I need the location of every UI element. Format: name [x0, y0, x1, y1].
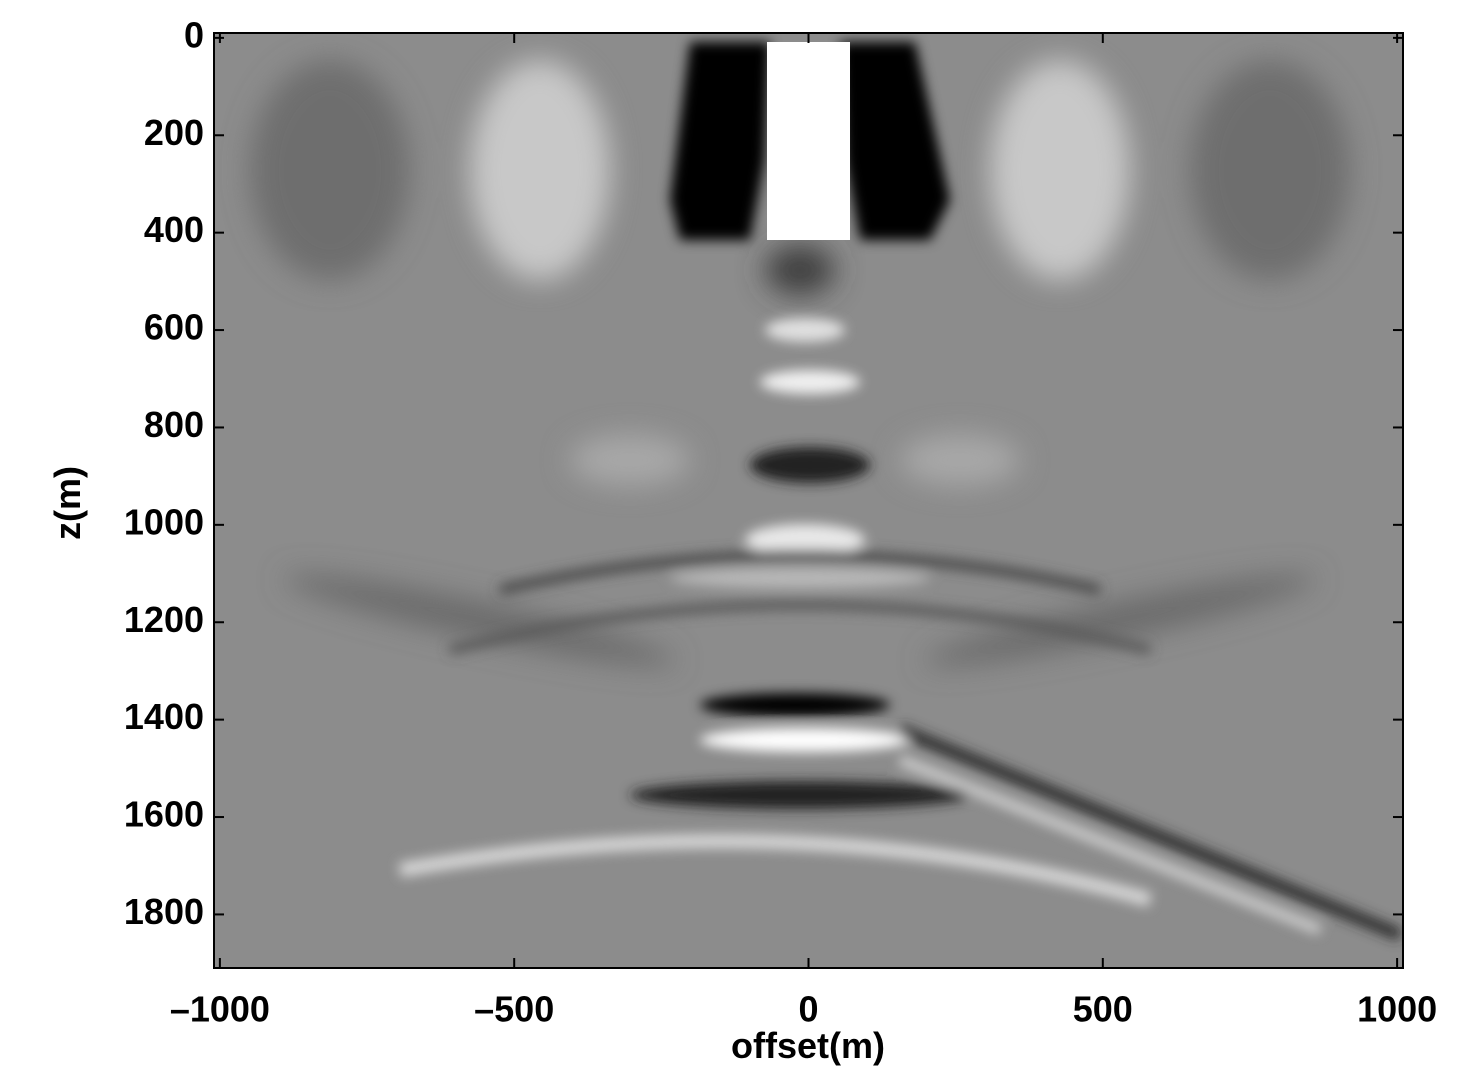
x-tick-label: 0 [798, 989, 818, 1030]
x-tick-label: –1000 [170, 989, 270, 1030]
y-tick-label: 800 [144, 404, 204, 445]
y-axis-label: z(m) [47, 466, 88, 540]
y-tick-label: 1200 [124, 599, 204, 640]
x-tick-label: –500 [474, 989, 554, 1030]
x-tick-label: 1000 [1357, 989, 1437, 1030]
x-axis-label: offset(m) [731, 1025, 885, 1066]
y-tick-label: 200 [144, 112, 204, 153]
x-tick-label: 500 [1073, 989, 1133, 1030]
y-tick-label: 0 [184, 14, 204, 55]
y-tick-label: 1000 [124, 501, 204, 542]
y-tick-label: 1400 [124, 696, 204, 737]
y-tick-label: 1600 [124, 794, 204, 835]
y-tick-label: 400 [144, 209, 204, 250]
image [214, 33, 1403, 968]
y-tick-label: 600 [144, 307, 204, 348]
y-tick-label: 1800 [124, 891, 204, 932]
